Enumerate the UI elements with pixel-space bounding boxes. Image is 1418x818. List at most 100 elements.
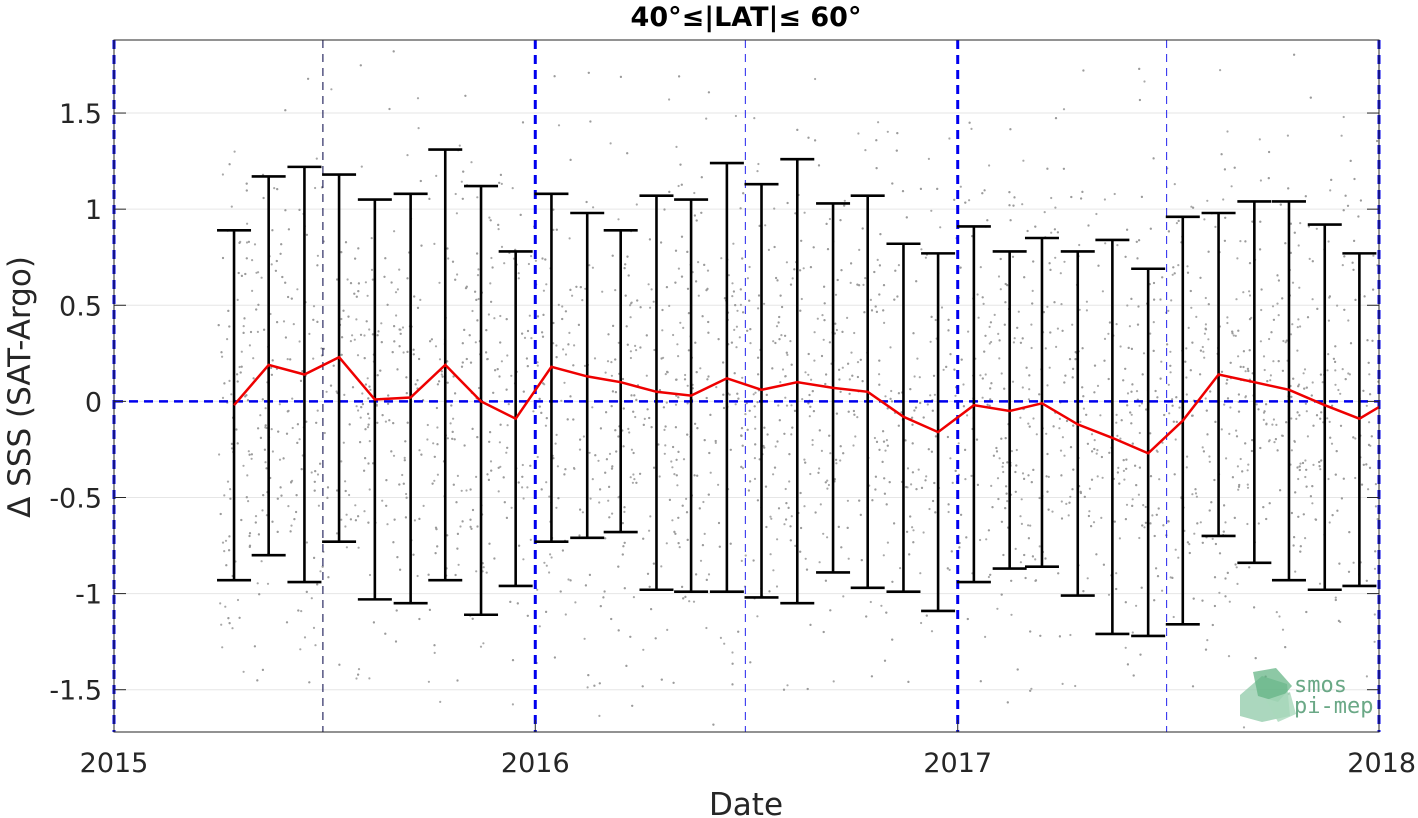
scatter-point [532,410,535,413]
scatter-point [629,635,632,638]
scatter-point [1297,477,1300,481]
scatter-point [1143,80,1146,83]
scatter-point [522,390,525,393]
scatter-point [930,450,934,453]
scatter-point [930,630,934,633]
scatter-point [486,358,489,361]
scatter-point [997,275,1001,278]
scatter-point [505,451,508,454]
scatter-point [1250,449,1253,453]
scatter-point [834,322,837,325]
scatter-point [875,167,878,170]
scatter-point [303,636,307,639]
scatter-point [233,150,236,153]
mean-line [233,355,1380,455]
scatter-point [911,526,914,529]
scatter-point [263,448,266,451]
scatter-point [446,360,449,363]
scatter-point [1149,432,1152,435]
scatter-point [230,205,233,208]
scatter-point [871,499,874,502]
scatter-point [536,364,539,367]
scatter-point [772,340,775,343]
scatter-point [685,511,689,514]
scatter-point [404,440,407,443]
scatter-point [1305,485,1308,488]
scatter-point [1137,493,1140,496]
scatter-point [1000,437,1003,440]
scatter-point [1014,470,1017,474]
scatter-point [349,282,353,285]
scatter-point [449,422,452,425]
scatter-point [1281,434,1284,437]
scatter-point [648,585,651,588]
scatter-point [853,413,856,416]
scatter-point [733,372,736,375]
scatter-point [305,233,308,236]
scatter-point [1233,166,1236,169]
scatter-point [1154,389,1157,393]
scatter-point [418,617,421,621]
scatter-point [957,442,960,445]
scatter-point [764,485,768,488]
scatter-point [1262,418,1265,421]
scatter-point [849,281,852,284]
scatter-point [828,341,832,344]
scatter-point [1155,513,1158,516]
scatter-point [1030,481,1033,484]
scatter-point [1220,428,1223,431]
scatter-point [1291,323,1294,326]
scatter-point [639,346,642,349]
scatter-point [563,381,566,384]
scatter-point [1262,506,1265,509]
scatter-point [1070,195,1073,199]
scatter-point [290,481,293,484]
scatter-point [1124,646,1127,649]
scatter-point [891,638,894,641]
scatter-point [1019,515,1022,518]
scatter-point [599,488,602,491]
scatter-point [717,483,720,486]
scatter-point [607,333,610,336]
scatter-point [340,518,343,521]
scatter-point [928,507,931,511]
scatter-point [1236,465,1239,468]
scatter-point [418,357,421,361]
scatter-point [499,341,502,344]
scatter-point [882,309,885,312]
scatter-point [496,368,499,371]
scatter-point [393,340,396,343]
scatter-point [1253,606,1256,609]
scatter-point [236,380,239,383]
scatter-point [780,334,783,337]
scatter-point [687,349,691,352]
scatter-point [367,423,370,426]
scatter-point [1367,488,1370,491]
scatter-point [852,409,856,413]
scatter-point [810,378,813,381]
scatter-point [756,401,759,404]
scatter-point [579,508,582,511]
scatter-point [605,411,608,414]
scatter-point [626,343,629,346]
scatter-point [601,290,604,293]
scatter-point [335,532,339,535]
scatter-point [739,303,743,306]
scatter-point [1021,203,1024,206]
scatter-point [924,479,927,482]
scatter-point [1131,504,1134,507]
scatter-point [1188,551,1191,555]
scatter-point [1092,521,1096,524]
scatter-point [540,411,543,414]
scatter-point [777,507,781,510]
scatter-point [1365,463,1368,466]
scatter-point [1268,337,1271,341]
scatter-point [1063,260,1066,263]
scatter-point [968,121,971,124]
scatter-point [316,583,319,586]
scatter-point [1339,392,1342,395]
scatter-point [1039,634,1042,637]
scatter-point [934,511,937,514]
scatter-point [674,532,677,535]
scatter-point [282,320,286,323]
